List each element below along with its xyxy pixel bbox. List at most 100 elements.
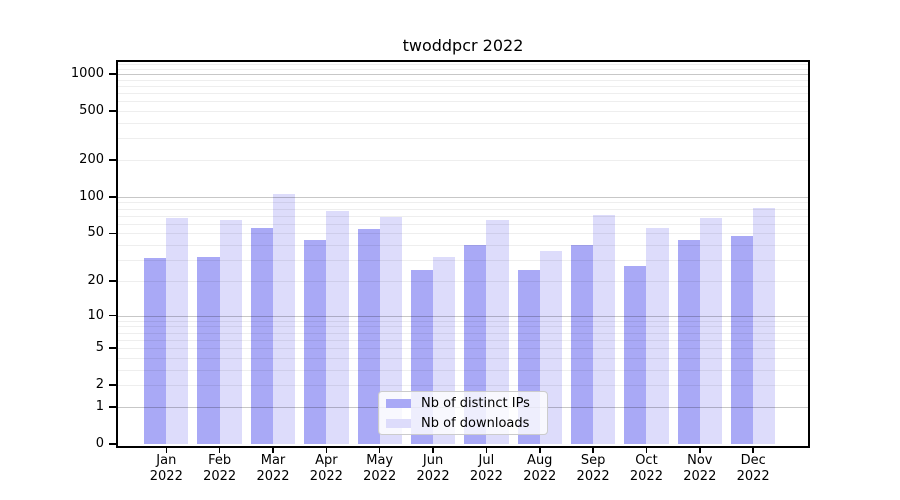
- gridline-minor: [116, 215, 810, 217]
- y-tick-label: 2: [95, 377, 104, 393]
- bar-oct-downloads: [646, 228, 669, 444]
- bar-may-distinct-ips: [357, 229, 380, 444]
- y-tick-mark: [109, 110, 116, 112]
- y-tick-mark: [109, 406, 116, 408]
- y-tick-mark: [109, 196, 116, 198]
- bar-jan-distinct-ips: [144, 258, 167, 444]
- x-tick-label-jun: Jun 2022: [416, 453, 450, 484]
- bar-mar-downloads: [273, 194, 296, 444]
- gridline-minor: [116, 64, 810, 66]
- x-tick-label-aug: Aug 2022: [523, 453, 557, 484]
- gridline-minor: [116, 348, 810, 350]
- legend-swatch-downloads-icon: [386, 418, 411, 428]
- x-tick-mark: [485, 448, 488, 453]
- y-tick-mark: [109, 280, 116, 282]
- bar-jul-downloads: [486, 219, 509, 444]
- gridline-minor: [116, 93, 810, 95]
- y-tick-label: 10: [87, 307, 104, 323]
- gridline-minor: [116, 233, 810, 235]
- gridline-minor: [116, 202, 810, 204]
- y-tick-mark: [109, 314, 116, 317]
- legend-label-distinct-ips: Nb of distinct IPs: [421, 395, 530, 411]
- y-tick-label: 100: [79, 188, 104, 204]
- gridline-minor: [116, 326, 810, 328]
- legend-swatch-distinct-ips-icon: [386, 398, 411, 408]
- y-tick-mark: [109, 347, 116, 349]
- bar-nov-distinct-ips: [677, 240, 700, 444]
- x-tick-mark: [325, 448, 328, 453]
- gridline-major: [116, 196, 810, 198]
- gridline-minor: [116, 68, 810, 70]
- gridline-minor: [116, 111, 810, 113]
- y-tick-mark: [109, 73, 116, 75]
- gridline-minor: [116, 85, 810, 87]
- gridline-minor: [116, 245, 810, 247]
- x-tick-label-sep: Sep 2022: [576, 453, 610, 484]
- y-tick-label: 1: [95, 398, 104, 414]
- bar-feb-downloads: [219, 219, 242, 444]
- bar-may-downloads: [379, 217, 402, 444]
- bar-apr-downloads: [326, 210, 349, 444]
- bar-dec-downloads: [753, 208, 776, 444]
- x-tick-label-mar: Mar 2022: [256, 453, 290, 484]
- x-tick-label-may: May 2022: [363, 453, 397, 484]
- y-tick-label: 50: [87, 225, 104, 241]
- gridline-minor: [116, 320, 810, 322]
- bar-nov-downloads: [699, 218, 722, 444]
- gridline-minor: [116, 138, 810, 140]
- x-tick-mark: [538, 448, 541, 453]
- gridline-minor: [116, 332, 810, 334]
- gridline-minor: [116, 223, 810, 225]
- x-tick-mark: [432, 448, 434, 453]
- x-tick-label-apr: Apr 2022: [309, 453, 343, 484]
- y-tick-mark: [109, 443, 116, 445]
- bar-feb-distinct-ips: [197, 256, 220, 444]
- x-tick-label-oct: Oct 2022: [629, 453, 663, 484]
- x-tick-mark: [378, 448, 381, 453]
- gridline-minor: [116, 280, 810, 282]
- y-tick-mark: [109, 159, 116, 161]
- bar-apr-distinct-ips: [304, 240, 327, 444]
- y-tick-label: 5: [95, 340, 104, 356]
- x-tick-mark: [272, 448, 274, 453]
- bar-sep-downloads: [593, 214, 616, 444]
- y-tick-label: 20: [87, 272, 104, 288]
- chart-title: twoddpcr 2022: [402, 36, 524, 55]
- y-tick-label: 500: [79, 103, 104, 119]
- x-tick-label-dec: Dec 2022: [736, 453, 770, 484]
- gridline-minor: [116, 160, 810, 162]
- x-tick-mark: [699, 448, 701, 453]
- y-tick-mark: [109, 384, 116, 386]
- y-tick-mark: [109, 232, 116, 235]
- y-tick-label: 0: [95, 436, 104, 451]
- x-tick-mark: [752, 448, 754, 453]
- gridline-minor: [116, 385, 810, 387]
- bar-dec-distinct-ips: [730, 235, 754, 444]
- x-tick-label-jul: Jul 2022: [469, 453, 503, 484]
- x-tick-label-nov: Nov 2022: [683, 453, 717, 484]
- x-tick-label-jan: Jan 2022: [149, 453, 183, 484]
- y-tick-label: 200: [79, 152, 104, 168]
- gridline-minor: [116, 260, 810, 262]
- x-tick-label-feb: Feb 2022: [203, 453, 237, 484]
- gridline-major: [116, 74, 810, 76]
- x-tick-mark: [645, 448, 648, 453]
- gridline-minor: [116, 369, 810, 371]
- gridline-minor: [116, 123, 810, 125]
- gridline-minor: [116, 339, 810, 341]
- gridline-major: [116, 315, 810, 317]
- x-tick-mark: [592, 448, 594, 453]
- gridline-minor: [116, 101, 810, 103]
- gridline-minor: [116, 357, 810, 359]
- bar-mar-distinct-ips: [250, 228, 273, 444]
- plot-area: Nb of distinct IPs Nb of downloads: [116, 60, 810, 448]
- gridline-minor: [116, 79, 810, 81]
- y-tick-label: 1000: [70, 66, 104, 82]
- x-tick-mark: [218, 448, 221, 453]
- legend: Nb of distinct IPs Nb of downloads: [378, 391, 548, 435]
- bar-oct-distinct-ips: [624, 265, 647, 444]
- x-tick-mark: [165, 448, 168, 453]
- legend-item-downloads: Nb of downloads: [386, 415, 547, 432]
- gridline-minor: [116, 208, 810, 210]
